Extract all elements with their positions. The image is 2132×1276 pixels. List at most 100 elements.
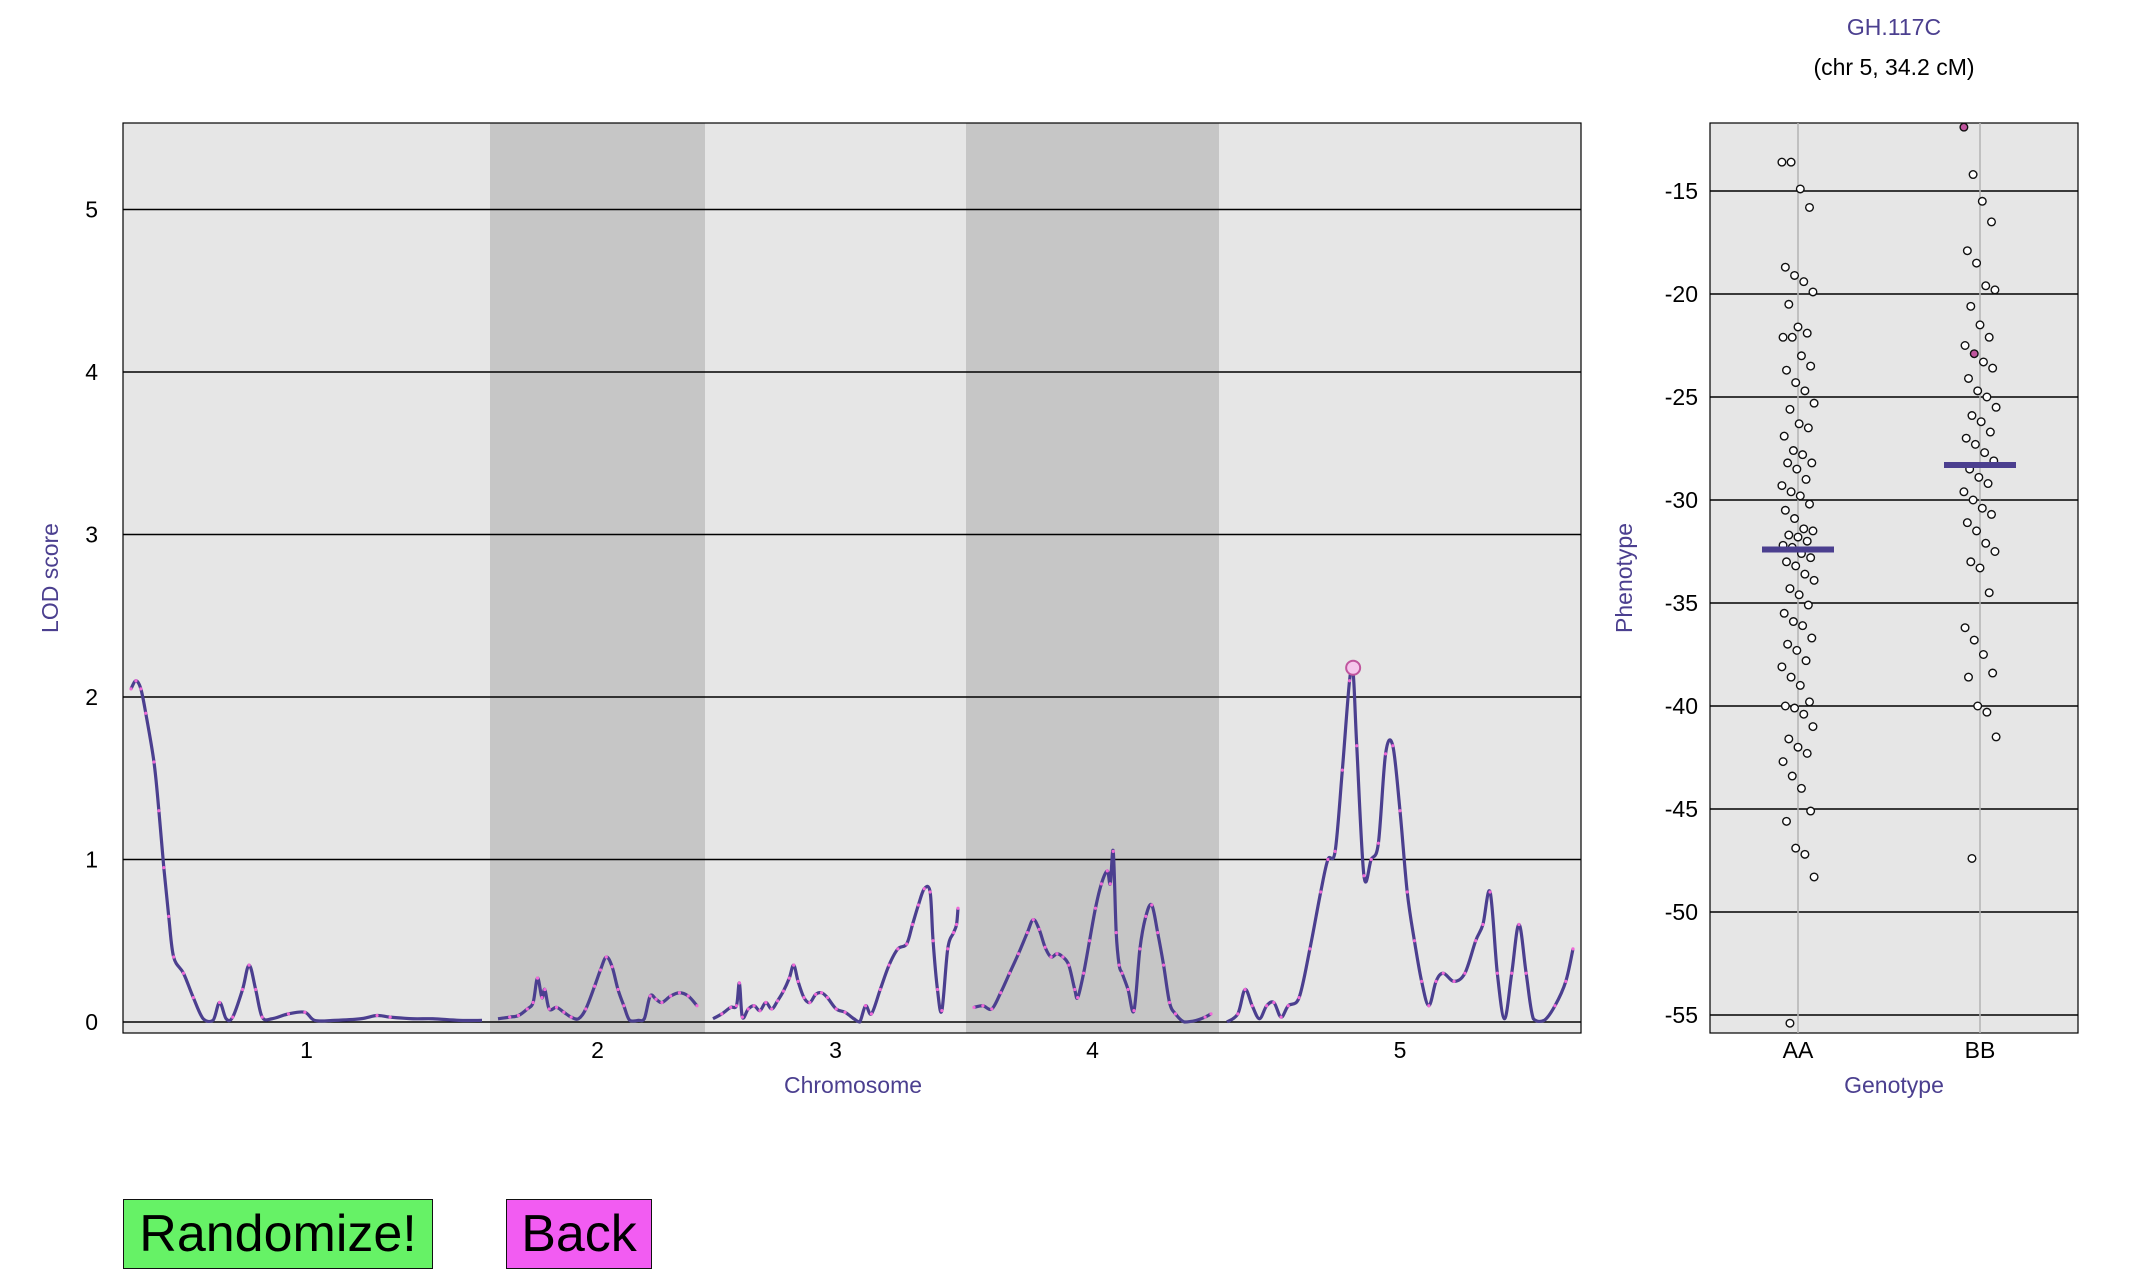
marker-dot [554, 1005, 559, 1009]
randomize-button[interactable]: Randomize! [123, 1199, 433, 1269]
marker-dot [863, 1004, 868, 1008]
phenotype-point [1808, 287, 1818, 297]
marker-dot [1114, 931, 1118, 935]
marker-dot [1412, 939, 1417, 943]
phenotype-point [1990, 285, 2000, 295]
phenotype-point [1781, 557, 1791, 567]
genotype-label: BB [1965, 1037, 1996, 1063]
marker-dot [1286, 1004, 1290, 1008]
marker-dot [1043, 945, 1047, 949]
marker-dot [286, 1012, 291, 1016]
back-button[interactable]: Back [506, 1199, 652, 1269]
marker-dot [562, 1010, 566, 1014]
marker-dot [181, 971, 186, 975]
marker-dot [1082, 971, 1086, 975]
phenotype-point [1966, 557, 1976, 567]
marker-dot [1138, 947, 1142, 951]
marker-dot [1405, 890, 1409, 894]
marker-dot [746, 1007, 750, 1011]
phenotype-point [1779, 608, 1789, 618]
marker-dot [260, 1015, 264, 1019]
marker-dot [1087, 939, 1092, 943]
phenotype-point [1973, 386, 1983, 396]
phenotype-chart: GH.117C (chr 5, 34.2 cM) -15 -20 -25 -30 -35… [1611, 14, 2079, 1098]
marker-dot [1243, 987, 1247, 992]
marker-dot [648, 994, 652, 998]
marker-dot [540, 996, 544, 1000]
y-tick-label: -30 [1665, 487, 1698, 513]
marker-dot [1297, 996, 1301, 1000]
y-tick-label: 0 [85, 1009, 98, 1035]
phenotype-point [1784, 734, 1794, 744]
grid-lines [123, 208, 1581, 1023]
marker-dot [1108, 882, 1112, 886]
marker-dot [669, 994, 673, 998]
phenotype-point [1961, 433, 1971, 443]
marker-dot [1031, 918, 1035, 922]
marker-dot [1076, 996, 1080, 1000]
phenotype-point [1801, 656, 1811, 666]
marker-dot [1156, 931, 1160, 935]
phenotype-point [1962, 246, 1972, 256]
marker-dot [720, 1012, 724, 1016]
marker-dot [940, 1009, 944, 1013]
marker-dot [1434, 979, 1438, 983]
peak-marker[interactable] [1345, 659, 1362, 676]
marker-dot [1236, 1012, 1240, 1016]
phenotype-point [1807, 633, 1817, 643]
y-tick-label: -45 [1665, 796, 1698, 822]
chromosome-labels: 1 2 3 4 5 [300, 1037, 1406, 1063]
marker-dot [802, 996, 806, 1000]
selected-marker-point[interactable] [1345, 659, 1362, 676]
phenotype-point [1794, 419, 1804, 429]
phenotype-point [1795, 491, 1805, 501]
marker-dot [796, 979, 800, 983]
marker-dot [1209, 1012, 1213, 1016]
phenotype-point [1975, 563, 1985, 573]
phenotype-point [1798, 450, 1808, 460]
marker-dot [1162, 963, 1166, 967]
marker-dot [547, 1007, 551, 1011]
marker-dot [922, 887, 926, 891]
phenotype-point [1790, 270, 1800, 280]
marker-dot [1117, 963, 1121, 967]
phenotype-point [1800, 569, 1810, 579]
phenotype-point [1778, 332, 1788, 342]
phenotype-point [1793, 322, 1803, 332]
marker-dot [843, 1010, 847, 1014]
marker-dot [1571, 947, 1575, 951]
phenotype-point [1978, 357, 1988, 367]
marker-dot [1167, 1000, 1172, 1005]
phenotype-point [1964, 672, 1974, 682]
chromosome-label: 5 [1394, 1037, 1407, 1063]
marker-dot [758, 1009, 762, 1013]
chromosome-label: 4 [1086, 1037, 1099, 1063]
phenotype-point [1977, 503, 1987, 513]
marker-dot [1474, 939, 1478, 943]
marker-dot [1067, 963, 1071, 967]
phenotype-point [1792, 464, 1802, 474]
marker-dot [951, 931, 956, 935]
phenotype-point [1784, 299, 1794, 309]
phenotype-point [1800, 849, 1810, 859]
phenotype-point [1968, 170, 1978, 180]
phenotype-point [1806, 806, 1816, 816]
marker-dot [231, 1015, 235, 1019]
phenotype-point [1783, 458, 1793, 468]
phenotype-point [1781, 365, 1791, 375]
phenotype-point [1802, 536, 1812, 546]
phenotype-point [1972, 526, 1982, 536]
phenotype-point [1779, 431, 1789, 441]
phenotype-point [1803, 423, 1813, 433]
marker-dot [787, 976, 791, 980]
phenotype-point [1976, 417, 1986, 427]
marker-dot [1495, 971, 1499, 975]
marker-dot [129, 687, 133, 691]
marker-dot [604, 955, 608, 959]
marker-dot [1272, 1000, 1276, 1005]
marker-dot [1150, 903, 1154, 907]
marker-dot [1398, 809, 1402, 813]
phenotype-point [1778, 757, 1788, 767]
genotype-means [1762, 461, 2016, 553]
y-tick-label: -50 [1665, 899, 1698, 925]
